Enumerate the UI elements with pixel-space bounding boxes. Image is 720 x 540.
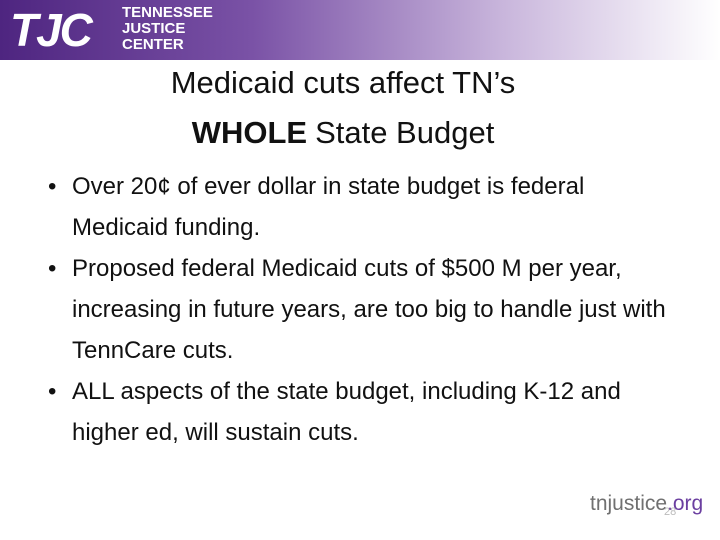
- page-number: 28: [664, 506, 677, 518]
- title-line: WHOLE State Budget: [60, 108, 626, 158]
- logo: TJC: [10, 4, 93, 56]
- title-rest: State Budget: [315, 115, 495, 150]
- site-tld: .org: [667, 492, 704, 515]
- website: tnjustice.org: [590, 492, 703, 516]
- title-line: Medicaid cuts affect TN’s: [170, 65, 516, 100]
- bullet-list: Over 20¢ of ever dollar in state budget …: [48, 166, 678, 453]
- title-bold: WHOLE: [191, 115, 308, 150]
- bullet: Over 20¢ of ever dollar in state budget …: [48, 166, 678, 248]
- bullet: Proposed federal Medicaid cuts of $500 M…: [48, 248, 678, 371]
- org-name: TENNESSEE JUSTICE CENTER: [122, 5, 213, 53]
- site-name: tnjustice: [590, 492, 668, 515]
- slide-title: Medicaid cuts affect TN’s WHOLE State Bud…: [60, 58, 626, 158]
- bullet: ALL aspects of the state budget, includi…: [48, 371, 678, 453]
- header-band: TJC TENNESSEE JUSTICE CENTER: [0, 0, 720, 60]
- org-name-line: TENNESSEE: [122, 4, 213, 21]
- org-name-line: JUSTICE: [122, 20, 186, 37]
- org-name-line: CENTER: [122, 36, 184, 53]
